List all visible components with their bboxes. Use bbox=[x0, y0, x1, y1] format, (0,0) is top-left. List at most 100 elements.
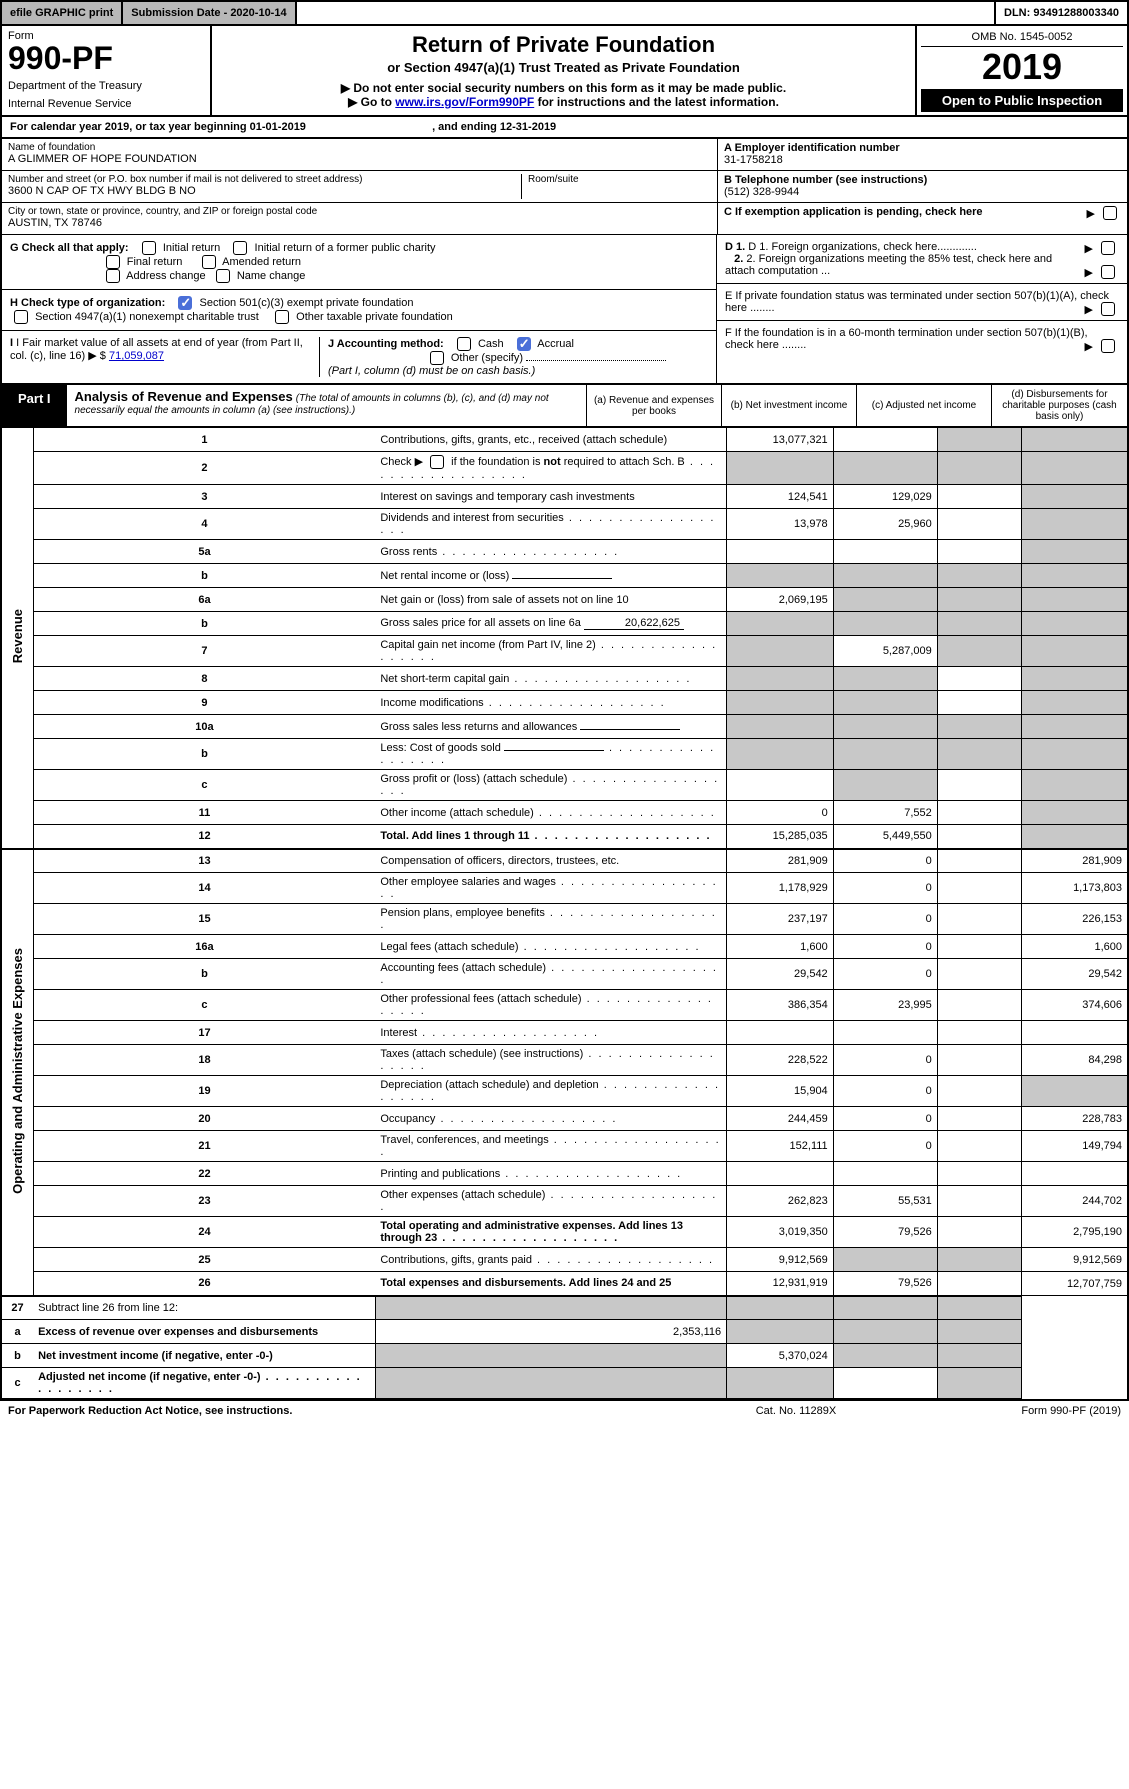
value-cell bbox=[937, 1217, 1021, 1248]
value-cell bbox=[727, 667, 834, 691]
value-cell bbox=[833, 452, 937, 485]
col-b-header: (b) Net investment income bbox=[722, 385, 857, 426]
line-description: Contributions, gifts, grants paid bbox=[375, 1248, 726, 1272]
form-note-2: ▶ Go to www.irs.gov/Form990PF for instru… bbox=[222, 95, 905, 109]
part1-title-cell: Analysis of Revenue and Expenses (The to… bbox=[67, 385, 587, 426]
value-cell: 79,526 bbox=[833, 1272, 937, 1296]
form-title: Return of Private Foundation bbox=[222, 32, 905, 58]
street-address: 3600 N CAP OF TX HWY BLDG B NO bbox=[8, 185, 521, 197]
line-description: Taxes (attach schedule) (see instruction… bbox=[375, 1045, 726, 1076]
value-cell: 0 bbox=[833, 873, 937, 904]
line-number: 15 bbox=[33, 904, 375, 935]
value-cell: 9,912,569 bbox=[1021, 1248, 1128, 1272]
submission-date-button[interactable]: Submission Date - 2020-10-14 bbox=[123, 2, 296, 24]
form-subtitle: or Section 4947(a)(1) Trust Treated as P… bbox=[222, 60, 905, 75]
col-a-header: (a) Revenue and expenses per books bbox=[587, 385, 722, 426]
name-change-checkbox[interactable] bbox=[216, 269, 230, 283]
other-method-checkbox[interactable] bbox=[430, 351, 444, 365]
501c3-checkbox[interactable] bbox=[178, 296, 192, 310]
d1-checkbox[interactable] bbox=[1101, 241, 1115, 255]
line-description: Travel, conferences, and meetings bbox=[375, 1131, 726, 1162]
line-description: Gross sales price for all assets on line… bbox=[375, 612, 726, 636]
value-cell bbox=[727, 1162, 834, 1186]
value-cell: 228,522 bbox=[727, 1045, 834, 1076]
line-description: Gross sales less returns and allowances bbox=[375, 715, 726, 739]
line-number: 7 bbox=[33, 636, 375, 667]
table-row: 27Subtract line 26 from line 12: bbox=[1, 1296, 1128, 1320]
line-description: Printing and publications bbox=[375, 1162, 726, 1186]
table-row: 22Printing and publications bbox=[1, 1162, 1128, 1186]
value-cell bbox=[727, 739, 834, 770]
value-cell: 228,783 bbox=[1021, 1107, 1128, 1131]
efile-print-button[interactable]: efile GRAPHIC print bbox=[2, 2, 123, 24]
inline-value bbox=[512, 578, 612, 579]
amended-return-checkbox[interactable] bbox=[202, 255, 216, 269]
value-cell bbox=[1021, 715, 1128, 739]
table-row: Revenue1Contributions, gifts, grants, et… bbox=[1, 428, 1128, 452]
line-number: 23 bbox=[33, 1186, 375, 1217]
value-cell bbox=[727, 1320, 834, 1344]
sch-b-checkbox[interactable] bbox=[430, 455, 444, 469]
value-cell bbox=[833, 1021, 937, 1045]
line-description: Other employee salaries and wages bbox=[375, 873, 726, 904]
final-return-checkbox[interactable] bbox=[106, 255, 120, 269]
part1-title: Analysis of Revenue and Expenses bbox=[75, 389, 293, 404]
value-cell bbox=[937, 540, 1021, 564]
value-cell bbox=[727, 1368, 834, 1399]
line-description: Excess of revenue over expenses and disb… bbox=[33, 1320, 375, 1344]
e-checkbox[interactable] bbox=[1101, 302, 1115, 316]
line-number: 26 bbox=[33, 1272, 375, 1296]
f-checkbox[interactable] bbox=[1101, 339, 1115, 353]
line-number: 19 bbox=[33, 1076, 375, 1107]
exemption-checkbox[interactable] bbox=[1103, 206, 1117, 220]
e-row: E If private foundation status was termi… bbox=[717, 284, 1127, 321]
line-number: c bbox=[33, 770, 375, 801]
calendar-year-row: For calendar year 2019, or tax year begi… bbox=[0, 117, 1129, 139]
accrual-checkbox[interactable] bbox=[517, 337, 531, 351]
value-cell bbox=[1021, 1162, 1128, 1186]
value-cell: 23,995 bbox=[833, 990, 937, 1021]
irs-link[interactable]: www.irs.gov/Form990PF bbox=[395, 95, 534, 109]
value-cell bbox=[937, 935, 1021, 959]
year-begin: 01-01-2019 bbox=[250, 121, 306, 133]
line-description: Income modifications bbox=[375, 691, 726, 715]
d2-checkbox[interactable] bbox=[1101, 265, 1115, 279]
value-cell bbox=[937, 990, 1021, 1021]
part1-header: Part I Analysis of Revenue and Expenses … bbox=[0, 385, 1129, 427]
address-change-checkbox[interactable] bbox=[106, 269, 120, 283]
value-cell bbox=[937, 1131, 1021, 1162]
value-cell bbox=[937, 1076, 1021, 1107]
dept-treasury: Department of the Treasury bbox=[8, 80, 204, 92]
line-description: Total operating and administrative expen… bbox=[375, 1217, 726, 1248]
value-cell bbox=[937, 452, 1021, 485]
value-cell bbox=[833, 588, 937, 612]
line-description: Capital gain net income (from Part IV, l… bbox=[375, 636, 726, 667]
line-description: Other expenses (attach schedule) bbox=[375, 1186, 726, 1217]
address-row: Number and street (or P.O. box number if… bbox=[2, 171, 717, 203]
cash-checkbox[interactable] bbox=[457, 337, 471, 351]
table-row: 9Income modifications bbox=[1, 691, 1128, 715]
4947a1-checkbox[interactable] bbox=[14, 310, 28, 324]
fmv-link[interactable]: 71,059,087 bbox=[109, 350, 164, 362]
table-row: 12Total. Add lines 1 through 1115,285,03… bbox=[1, 825, 1128, 849]
value-cell: 1,178,929 bbox=[727, 873, 834, 904]
initial-return-former-checkbox[interactable] bbox=[233, 241, 247, 255]
value-cell bbox=[727, 636, 834, 667]
value-cell: 244,459 bbox=[727, 1107, 834, 1131]
form-header-right: OMB No. 1545-0052 2019 Open to Public In… bbox=[917, 26, 1127, 115]
value-cell: 226,153 bbox=[1021, 904, 1128, 935]
value-cell bbox=[937, 691, 1021, 715]
h-row: H Check type of organization: Section 50… bbox=[2, 290, 716, 331]
city-state-zip: AUSTIN, TX 78746 bbox=[8, 217, 711, 229]
value-cell: 13,077,321 bbox=[727, 428, 834, 452]
table-row: 24Total operating and administrative exp… bbox=[1, 1217, 1128, 1248]
value-cell bbox=[937, 1320, 1021, 1344]
initial-return-checkbox[interactable] bbox=[142, 241, 156, 255]
col-d-header: (d) Disbursements for charitable purpose… bbox=[992, 385, 1127, 426]
year-end: 12-31-2019 bbox=[500, 121, 556, 133]
line-description: Legal fees (attach schedule) bbox=[375, 935, 726, 959]
line-number: c bbox=[33, 990, 375, 1021]
other-taxable-checkbox[interactable] bbox=[275, 310, 289, 324]
foundation-name: A GLIMMER OF HOPE FOUNDATION bbox=[8, 153, 711, 165]
value-cell: 237,197 bbox=[727, 904, 834, 935]
